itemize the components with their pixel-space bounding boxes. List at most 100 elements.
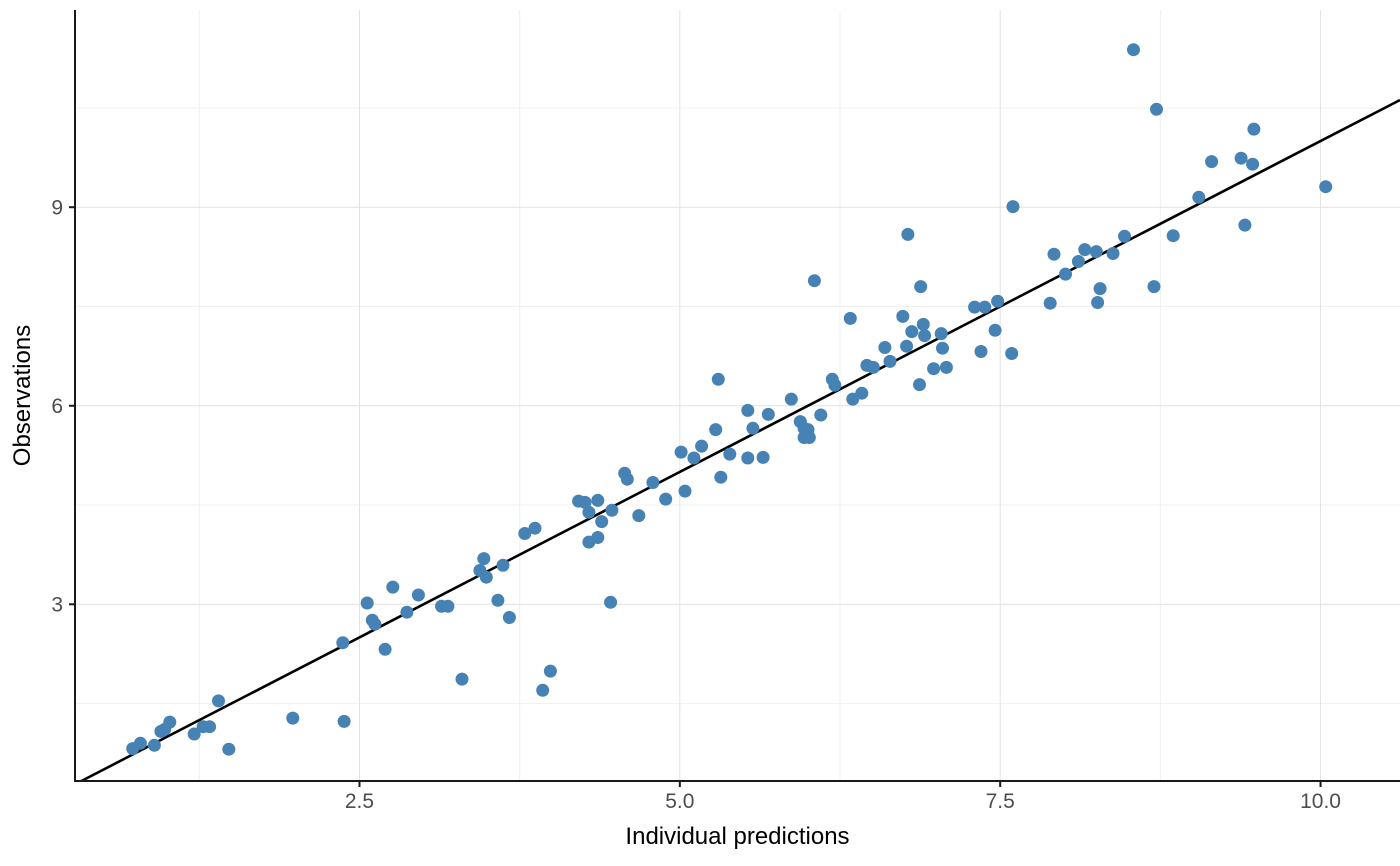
- data-point: [905, 325, 919, 339]
- data-point: [939, 360, 953, 374]
- data-point: [709, 423, 723, 437]
- data-point: [528, 521, 542, 535]
- data-point: [212, 694, 225, 708]
- data-point: [163, 715, 177, 729]
- data-point: [604, 595, 618, 609]
- data-point: [203, 720, 217, 734]
- data-point: [378, 642, 392, 656]
- data-point: [741, 403, 755, 417]
- data-point: [761, 407, 775, 421]
- data-point: [802, 431, 816, 444]
- data-point: [988, 323, 1002, 337]
- data-point: [1205, 155, 1219, 169]
- data-point: [147, 738, 161, 752]
- x-tick-label: 10.0: [1300, 790, 1341, 813]
- data-point: [746, 421, 760, 435]
- data-point: [578, 495, 592, 509]
- data-point: [916, 317, 930, 331]
- data-point: [687, 451, 701, 465]
- data-point: [807, 274, 821, 288]
- data-point: [1192, 190, 1206, 204]
- data-point: [659, 492, 673, 506]
- data-point: [591, 493, 605, 507]
- data-point: [133, 736, 147, 750]
- identity-line: [80, 98, 1400, 783]
- data-point: [1059, 267, 1072, 281]
- data-point: [1006, 200, 1020, 214]
- data-point: [883, 354, 897, 368]
- data-point: [336, 636, 350, 650]
- data-point: [286, 711, 300, 725]
- x-tick-label: 7.5: [986, 790, 1015, 813]
- data-point: [913, 378, 926, 392]
- data-point: [1078, 243, 1092, 257]
- data-point: [914, 280, 928, 294]
- data-point: [1234, 151, 1248, 165]
- data-point: [222, 742, 236, 756]
- data-point: [337, 714, 351, 728]
- data-point: [187, 727, 201, 741]
- data-point: [591, 531, 605, 544]
- data-point: [496, 558, 510, 572]
- data-point: [1127, 43, 1140, 57]
- data-point: [978, 300, 992, 314]
- data-point: [936, 341, 949, 355]
- data-point: [918, 329, 932, 343]
- scatter-points: [126, 43, 1333, 756]
- data-point: [896, 309, 910, 323]
- y-tick-label: 3: [51, 593, 63, 616]
- data-point: [368, 617, 382, 631]
- data-point: [714, 470, 728, 484]
- data-point: [878, 341, 892, 354]
- major-gridlines: [75, 10, 1400, 781]
- data-point: [605, 503, 619, 517]
- data-point: [1071, 255, 1085, 268]
- data-point: [1106, 247, 1120, 260]
- y-tick-label: 6: [51, 395, 63, 418]
- data-point: [400, 605, 414, 619]
- data-point: [502, 611, 516, 624]
- data-point: [1246, 157, 1260, 171]
- data-point: [455, 672, 469, 686]
- data-point: [1319, 180, 1333, 194]
- data-point: [678, 484, 692, 498]
- x-axis-title: Individual predictions: [625, 823, 849, 850]
- data-point: [1247, 122, 1261, 136]
- x-tick-label: 5.0: [665, 790, 694, 813]
- data-point: [741, 451, 755, 465]
- data-point: [646, 476, 660, 489]
- data-point: [595, 515, 609, 529]
- data-point: [1118, 229, 1131, 243]
- data-point: [991, 294, 1005, 308]
- data-point: [900, 339, 914, 353]
- data-point: [927, 362, 941, 376]
- data-point: [477, 552, 491, 566]
- data-point: [386, 580, 400, 594]
- data-point: [934, 327, 948, 341]
- data-point: [784, 392, 798, 406]
- data-point: [1150, 102, 1163, 116]
- data-point: [901, 227, 915, 241]
- data-point: [723, 447, 737, 461]
- minor-gridlines: [75, 10, 1400, 781]
- data-point: [814, 408, 828, 422]
- data-point: [968, 300, 982, 314]
- data-point: [632, 509, 646, 523]
- data-point: [843, 311, 857, 325]
- data-point: [1089, 245, 1103, 259]
- data-point: [441, 599, 455, 613]
- data-point: [491, 593, 505, 607]
- data-point: [543, 664, 557, 678]
- data-point: [1238, 218, 1252, 232]
- data-point: [695, 439, 709, 453]
- data-point: [411, 588, 425, 602]
- data-point: [1166, 229, 1180, 243]
- data-point: [828, 378, 842, 392]
- data-point: [360, 596, 374, 610]
- y-axis-title: Observations: [9, 325, 36, 466]
- x-tick-label: 2.5: [345, 790, 374, 813]
- data-point: [479, 570, 493, 584]
